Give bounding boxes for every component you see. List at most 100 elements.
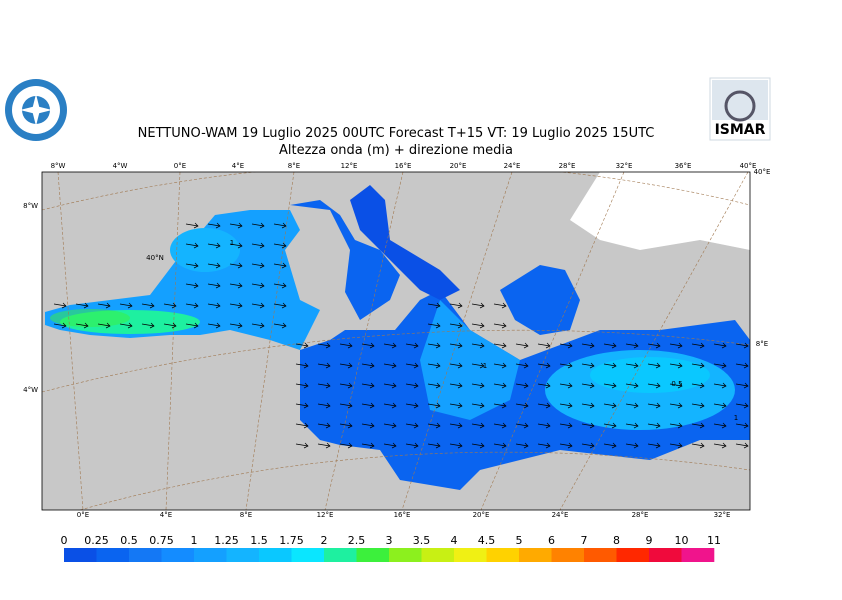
- wave-arrow: [537, 402, 551, 409]
- lon-label: 32°E: [714, 511, 731, 519]
- colorbar-swatch: [454, 548, 487, 562]
- wave-arrow: [735, 382, 749, 389]
- wave-arrow: [163, 302, 177, 309]
- wave-arrow: [537, 422, 551, 429]
- wave-arrow: [185, 282, 199, 289]
- wave-arrow: [317, 402, 331, 409]
- colorbar-label: 0: [61, 534, 68, 547]
- wave-arrow: [251, 242, 265, 249]
- wave-arrow: [647, 402, 661, 409]
- wave-arrow: [317, 382, 331, 389]
- wave-arrow: [361, 402, 375, 409]
- colorbar-label: 5: [516, 534, 523, 547]
- wave-arrow: [471, 302, 485, 309]
- wave-arrow: [581, 422, 595, 429]
- lat-label: 8°W: [23, 202, 38, 210]
- wave-arrow: [515, 442, 529, 449]
- wave-arrow: [383, 442, 397, 449]
- wave-arrow: [273, 242, 287, 249]
- wave-arrow: [295, 342, 309, 349]
- wave-arrow: [405, 342, 419, 349]
- lat-label: 40°E: [754, 168, 771, 176]
- wave-arrow: [383, 362, 397, 369]
- wave-arrow: [185, 242, 199, 249]
- contour-label: 1: [483, 362, 487, 370]
- lon-label: 4°E: [232, 162, 244, 170]
- wave-arrow: [493, 442, 507, 449]
- lon-label: 4°W: [113, 162, 128, 170]
- wave-arrow: [229, 262, 243, 269]
- wave-arrow: [515, 342, 529, 349]
- colorbar-label: 4.5: [478, 534, 496, 547]
- colorbar-swatch: [551, 548, 585, 562]
- subtitle: Altezza onda (m) + direzione media: [279, 143, 513, 158]
- wave-arrow: [603, 362, 617, 369]
- wave-arrow: [691, 342, 705, 349]
- wave-arrow: [251, 322, 265, 329]
- wave-arrow: [493, 302, 507, 309]
- lon-label: 8°W: [51, 162, 66, 170]
- wave-arrow: [669, 362, 683, 369]
- wave-arrow: [493, 402, 507, 409]
- wave-arrow: [119, 322, 133, 329]
- wave-arrow: [449, 382, 463, 389]
- lon-label: 24°E: [504, 162, 521, 170]
- wave-arrow: [207, 282, 221, 289]
- wave-arrow: [273, 262, 287, 269]
- colorbar-swatch: [356, 548, 390, 562]
- wave-arrow: [317, 422, 331, 429]
- wave-arrow: [493, 322, 507, 329]
- colorbar-swatch: [129, 548, 162, 562]
- wave-arrow: [625, 442, 639, 449]
- colorbar-swatch: [649, 548, 682, 562]
- lon-label: 8°E: [240, 511, 252, 519]
- lon-label: 4°E: [160, 511, 172, 519]
- wave-arrow: [735, 402, 749, 409]
- lon-label: 0°E: [174, 162, 186, 170]
- lon-label: 24°E: [552, 511, 569, 519]
- wave-arrow: [603, 422, 617, 429]
- wave-arrow: [669, 422, 683, 429]
- wave-arrow: [581, 362, 595, 369]
- lon-label: 32°E: [616, 162, 633, 170]
- wave-arrow: [713, 402, 727, 409]
- colorbar-label: 1.5: [250, 534, 268, 547]
- lon-label: 28°E: [559, 162, 576, 170]
- wave-arrow: [647, 362, 661, 369]
- wave-arrow: [735, 342, 749, 349]
- wave-arrow: [229, 242, 243, 249]
- colorbar-swatch: [291, 548, 325, 562]
- contour-label: 1: [734, 414, 738, 422]
- wave-arrow: [691, 442, 705, 449]
- wave-arrow: [449, 342, 463, 349]
- lon-label: 8°E: [288, 162, 300, 170]
- colorbar-label: 0.25: [84, 534, 109, 547]
- wave-arrow: [471, 322, 485, 329]
- wave-arrow: [559, 422, 573, 429]
- wave-arrow: [537, 342, 551, 349]
- wave-arrow: [383, 422, 397, 429]
- wave-arrow: [735, 442, 749, 449]
- wave-arrow: [603, 382, 617, 389]
- wave-arrow: [119, 302, 133, 309]
- wave-arrow: [405, 422, 419, 429]
- wave-arrow: [273, 282, 287, 289]
- wave-arrow: [713, 382, 727, 389]
- wave-arrow: [603, 402, 617, 409]
- wave-arrow: [97, 322, 111, 329]
- logo-text: ISMAR: [715, 122, 766, 138]
- wave-arrow: [669, 442, 683, 449]
- wave-arrow: [493, 342, 507, 349]
- lat-label: 4°W: [23, 386, 38, 394]
- wave-arrow: [515, 362, 529, 369]
- colorbar-label: 7: [581, 534, 588, 547]
- wave-arrow: [207, 222, 221, 229]
- title: NETTUNO-WAM 19 Luglio 2025 00UTC Forecas…: [138, 126, 655, 141]
- wave-arrow: [207, 302, 221, 309]
- wave-arrow: [625, 382, 639, 389]
- wave-arrow: [339, 402, 353, 409]
- wave-arrow: [691, 382, 705, 389]
- wave-arrow: [603, 342, 617, 349]
- wave-arrow: [97, 302, 111, 309]
- wave-arrow: [339, 342, 353, 349]
